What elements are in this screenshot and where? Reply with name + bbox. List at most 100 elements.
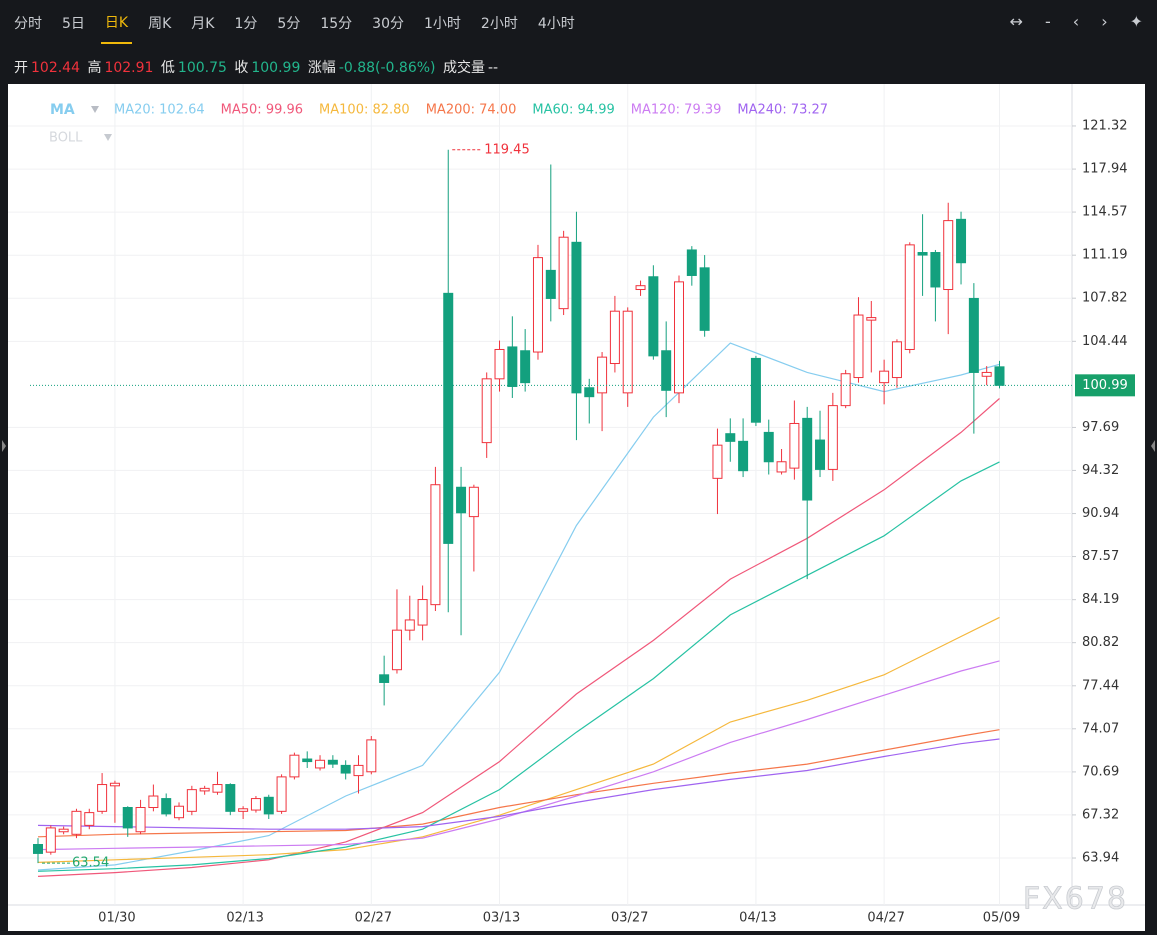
candle-body [353, 764, 364, 777]
candle-body [45, 827, 56, 853]
period-tab[interactable]: 日K [100, 2, 133, 44]
x-tick-label: 02/27 [355, 911, 392, 926]
period-tab[interactable]: 2小时 [480, 16, 518, 32]
legend-entry: MA50: 99.96 [221, 103, 303, 118]
x-tick-label: 04/13 [739, 911, 776, 926]
period-tab[interactable]: 15分 [320, 16, 353, 32]
candle-body [776, 461, 787, 473]
y-tick-label: 107.82 [1082, 291, 1128, 306]
candle-body [161, 798, 172, 815]
ma-line [37, 398, 1000, 877]
volume-label: 成交量 [442, 60, 485, 76]
candle-body [71, 810, 82, 835]
ma-line [37, 729, 1000, 838]
zoom-out-icon[interactable]: - [1045, 12, 1051, 31]
y-tick-label: 67.32 [1082, 807, 1119, 822]
candle-body [404, 619, 415, 631]
prev-icon[interactable]: ‹ [1072, 12, 1080, 31]
indicator-label: MA [50, 102, 75, 118]
candle-body [122, 807, 133, 829]
candle-body [661, 350, 672, 391]
candle-body [532, 257, 543, 353]
period-tab[interactable]: 4小时 [537, 16, 575, 32]
candle-body [879, 370, 890, 384]
candle-body [84, 812, 95, 826]
candle-body [994, 366, 1005, 386]
x-tick-label: 05/09 [983, 911, 1020, 926]
close-label: 收 [234, 60, 249, 76]
candle-body [712, 444, 723, 479]
candle-body [840, 373, 851, 407]
candle-body [622, 310, 633, 394]
candle-body [815, 439, 826, 470]
next-icon[interactable]: › [1101, 12, 1108, 31]
candle-body [789, 422, 800, 469]
open-value: 102.44 [31, 60, 80, 76]
candle-body [507, 346, 518, 387]
candle-body [725, 433, 736, 442]
y-tick-label: 70.69 [1082, 764, 1119, 779]
period-tab[interactable]: 1小时 [423, 16, 461, 32]
candle-body [327, 759, 338, 765]
period-tab[interactable]: 5日 [62, 16, 85, 32]
left-handle[interactable] [2, 440, 6, 452]
min-label: 63.54 [72, 856, 109, 871]
period-tab[interactable]: 月K [191, 16, 215, 32]
candle-body [674, 281, 684, 394]
candle-body [853, 314, 864, 379]
candle-body [430, 484, 441, 606]
candle-body [891, 341, 902, 379]
candles [33, 149, 1005, 864]
candle-body [802, 417, 813, 501]
fit-icon[interactable]: ↔ [1009, 12, 1023, 31]
period-tab[interactable]: 周K [148, 16, 172, 32]
candle-body [699, 267, 710, 331]
y-tick-label: 121.32 [1082, 118, 1128, 133]
y-tick-label: 87.57 [1082, 549, 1119, 564]
candle-body [135, 807, 146, 833]
candle-body [866, 317, 877, 321]
candle-body [917, 252, 928, 256]
right-handle[interactable] [1151, 440, 1155, 452]
candle-body [238, 808, 249, 812]
x-tick-label: 01/30 [98, 911, 135, 926]
candle-body [827, 405, 838, 470]
candle-body [456, 486, 467, 514]
high-label: 高 [87, 60, 102, 76]
legend-entry: MA100: 82.80 [319, 103, 410, 118]
candle-body [109, 782, 120, 787]
candle-body [340, 764, 351, 774]
low-label: 低 [160, 60, 175, 76]
candle-body [763, 431, 774, 463]
x-tick-label: 03/13 [483, 911, 520, 926]
period-tab[interactable]: 分时 [14, 16, 42, 32]
candle-body [520, 350, 531, 384]
second-indicator-label: BOLL [49, 131, 83, 146]
candle-body [545, 269, 556, 299]
period-tab[interactable]: 1分 [234, 16, 258, 32]
candle-body [968, 297, 979, 373]
candle-body [635, 285, 646, 291]
candle-body [597, 356, 608, 394]
candle-body [609, 310, 620, 365]
candle-body [379, 674, 390, 683]
candle-body [584, 387, 595, 398]
candle-body [943, 220, 954, 291]
x-tick-label: 02/13 [226, 911, 263, 926]
candle-body [58, 828, 69, 833]
change-value: -0.88(-0.86%) [338, 60, 436, 76]
candle-body [186, 789, 197, 812]
candle-body [263, 796, 274, 815]
ma-line [37, 738, 1000, 830]
y-tick-label: 74.07 [1082, 721, 1119, 736]
period-tab[interactable]: 30分 [372, 16, 404, 32]
settings-icon[interactable]: ✦ [1129, 12, 1143, 31]
period-tab[interactable]: 5分 [277, 16, 301, 32]
candle-body [97, 784, 108, 812]
ma-line [37, 461, 1000, 872]
candle-body [302, 758, 313, 763]
y-tick-label: 80.82 [1082, 635, 1119, 650]
candle-body [391, 629, 402, 671]
indicator-dropdown [91, 106, 99, 113]
